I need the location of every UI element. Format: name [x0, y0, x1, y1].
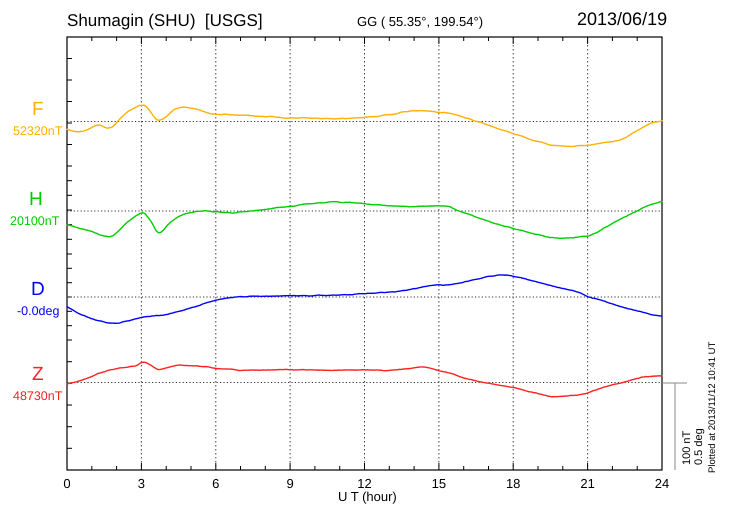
- svg-text:0: 0: [63, 476, 70, 491]
- svg-text:6: 6: [212, 476, 219, 491]
- svg-text:24: 24: [655, 476, 669, 491]
- svg-text:3: 3: [138, 476, 145, 491]
- svg-text:15: 15: [432, 476, 446, 491]
- svg-text:18: 18: [506, 476, 520, 491]
- svg-text:9: 9: [286, 476, 293, 491]
- svg-text:21: 21: [580, 476, 594, 491]
- svg-text:12: 12: [357, 476, 371, 491]
